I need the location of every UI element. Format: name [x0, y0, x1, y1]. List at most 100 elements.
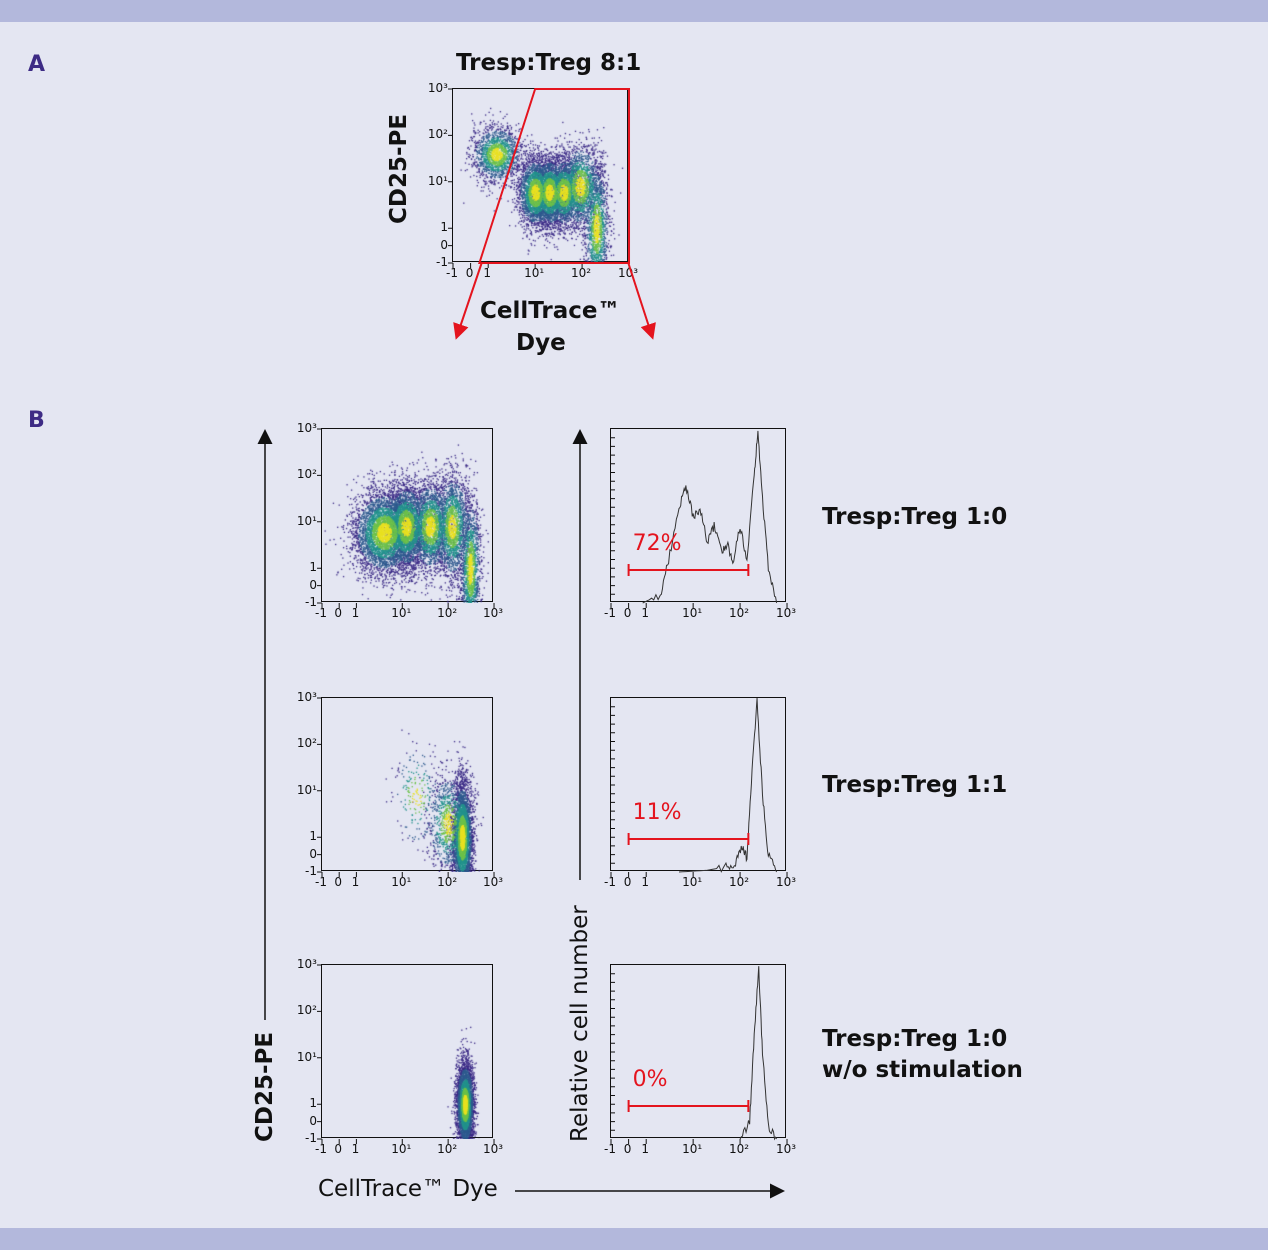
x-tick-label: 10² [729, 606, 750, 620]
y-tick-label: 0 [440, 237, 448, 252]
axis-ticks [317, 697, 495, 877]
x-tick-label: -1 [604, 875, 616, 889]
x-tick-label: 10² [571, 266, 592, 280]
x-tick-label: 0 [623, 606, 632, 620]
x-tick-label: 10³ [775, 606, 797, 620]
y-tick-label: 1 [309, 560, 317, 575]
density-dots [322, 429, 494, 603]
x-tick-label: 10¹ [391, 1142, 412, 1156]
histogram-1-0-unstim [610, 964, 788, 1144]
y-tick-label: -1 [305, 1131, 317, 1145]
x-tick-label: 10¹ [682, 606, 703, 620]
y-tick-label: 0 [309, 846, 317, 861]
x-tick-label: 10¹ [524, 266, 545, 280]
panel-b-xlabel: CellTrace™ Dye [318, 1176, 498, 1202]
histogram-line [678, 698, 778, 873]
y-tick-label: 1 [440, 220, 448, 235]
x-tick-label: 10³ [775, 875, 797, 889]
x-tick-label: 1 [641, 875, 650, 889]
x-tick-label: 1 [351, 1142, 360, 1156]
y-tick-label: 1 [309, 1096, 317, 1111]
x-tick-label: 0 [334, 606, 343, 620]
density-dots [453, 89, 629, 263]
x-tick-label: -1 [315, 606, 327, 620]
density-dots [322, 965, 494, 1139]
panel-a-title: Tresp:Treg 8:1 [456, 50, 642, 76]
histogram-svg [610, 430, 788, 608]
histogram-line [642, 430, 778, 604]
y-tick-label: 10³ [296, 420, 317, 435]
histogram-1-1 [610, 697, 788, 877]
x-tick-label: -1 [604, 606, 616, 620]
x-tick-label: 10² [437, 875, 458, 889]
gate-percentage: 72% [632, 530, 682, 556]
y-tick-label: -1 [305, 864, 317, 878]
x-tick-label: 10³ [775, 1142, 797, 1156]
x-tick-label: 10³ [482, 606, 504, 620]
panel-label-b: B [28, 408, 45, 433]
x-tick-label: 10² [437, 1142, 458, 1156]
dotplot-1-0-unstim [317, 964, 495, 1144]
y-tick-label: 10¹ [427, 173, 448, 188]
dotplot-1-0 [317, 428, 495, 608]
histogram-svg [610, 698, 788, 877]
x-tick-label: 10³ [482, 875, 504, 889]
x-tick-label: 0 [334, 875, 343, 889]
dotplot-1-1 [317, 697, 495, 877]
x-tick-label: 0 [623, 875, 632, 889]
gate-polygon [478, 87, 631, 264]
x-tick-label: 1 [483, 266, 492, 280]
gate-marker [627, 832, 750, 845]
gate-arrow-left [453, 261, 483, 340]
axis-ticks [610, 706, 788, 877]
y-tick-label: 10³ [296, 689, 317, 704]
x-tick-label: 10³ [482, 1142, 504, 1156]
density-dots [322, 698, 494, 872]
x-tick-label: 0 [334, 1142, 343, 1156]
x-tick-label: 10² [437, 606, 458, 620]
x-tick-label: 10² [729, 875, 750, 889]
plot-a-tresp-treg-8-1 [448, 87, 631, 268]
x-tick-label: 10¹ [391, 606, 412, 620]
axis-ticks [317, 964, 495, 1144]
bottom-band [0, 1228, 1268, 1250]
y-tick-label: -1 [436, 255, 448, 269]
top-band [0, 0, 1268, 22]
x-tick-label: 1 [641, 606, 650, 620]
y-tick-label: 0 [309, 1113, 317, 1128]
y-tick-label: 10² [296, 467, 317, 482]
y-tick-label: 10² [427, 127, 448, 142]
x-tick-label: 10¹ [682, 875, 703, 889]
gate-marker [627, 1099, 750, 1112]
x-tick-label: -1 [315, 1142, 327, 1156]
y-tick-label: 1 [309, 829, 317, 844]
x-tick-label: 1 [351, 875, 360, 889]
y-tick-label: 10² [296, 736, 317, 751]
y-tick-label: 0 [309, 577, 317, 592]
condition-label-3: Tresp:Treg 1:0 w/o stimulation [822, 1026, 1023, 1083]
condition-label-1: Tresp:Treg 1:0 [822, 504, 1008, 530]
axis-ticks [610, 437, 788, 608]
histogram-svg [610, 966, 788, 1144]
y-tick-label: 10³ [427, 80, 448, 95]
histogram-1-0 [610, 428, 788, 608]
y-tick-label: 10¹ [296, 513, 317, 528]
panel-a-xlabel-1: CellTrace™ [480, 298, 621, 324]
x-tick-label: 10¹ [391, 875, 412, 889]
gate-percentage: 0% [632, 1066, 668, 1092]
y-tick-label: 10² [296, 1003, 317, 1018]
x-tick-label: 10¹ [682, 1142, 703, 1156]
x-tick-label: -1 [604, 1142, 616, 1156]
panel-a-xlabel-2: Dye [516, 330, 566, 356]
gate-marker [627, 563, 750, 576]
gate-percentage: 11% [632, 799, 682, 825]
x-tick-label: 1 [351, 606, 360, 620]
x-tick-label: 0 [465, 266, 474, 280]
x-tick-label: -1 [446, 266, 458, 280]
x-tick-label: -1 [315, 875, 327, 889]
y-tick-label: 10³ [296, 956, 317, 971]
condition-label-2: Tresp:Treg 1:1 [822, 772, 1008, 798]
x-tick-label: 1 [641, 1142, 650, 1156]
gate-arrow-right [627, 261, 656, 340]
